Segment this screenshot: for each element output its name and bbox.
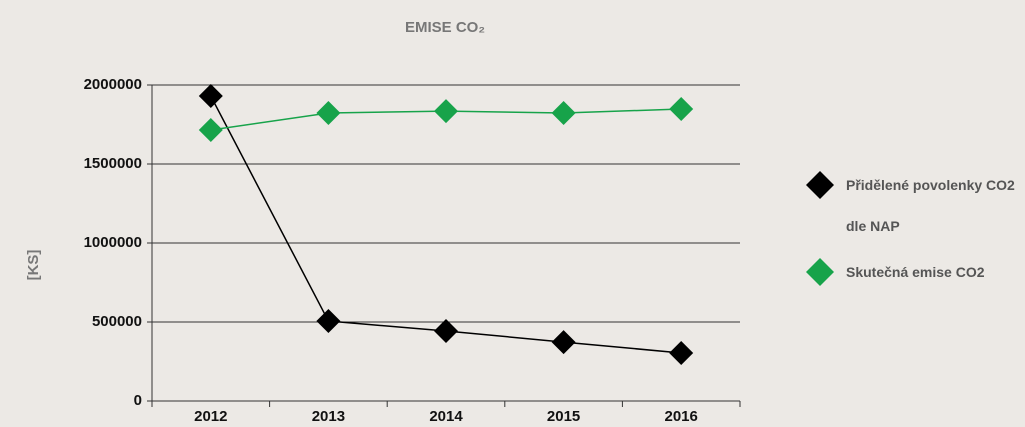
x-tick-label: 2013 xyxy=(312,408,345,425)
legend-label: Skutečná emise CO2 xyxy=(846,264,985,280)
marker xyxy=(551,330,576,355)
y-tick-label: 1000000 xyxy=(84,234,142,251)
x-tick-label: 2016 xyxy=(665,408,698,425)
series-line xyxy=(210,95,682,354)
marker xyxy=(669,340,694,365)
x-tick-label: 2012 xyxy=(194,408,227,425)
marker xyxy=(316,100,341,125)
marker xyxy=(434,99,458,124)
x-tick-label: 2015 xyxy=(547,408,580,425)
y-axis-label: [KS] xyxy=(25,250,42,281)
y-tick-label: 0 xyxy=(134,392,142,409)
y-tick-label: 500000 xyxy=(92,313,142,330)
y-tick-label: 1500000 xyxy=(84,155,142,172)
legend-marker xyxy=(806,258,834,286)
y-tick-label: 2000000 xyxy=(84,76,142,93)
legend-marker xyxy=(806,171,834,199)
chart-title: EMISE CO₂ xyxy=(405,19,485,36)
marker xyxy=(434,319,458,344)
marker xyxy=(669,97,694,122)
marker xyxy=(551,100,576,125)
x-tick-label: 2014 xyxy=(429,408,463,425)
marker xyxy=(316,309,341,334)
marker xyxy=(198,84,223,109)
marker xyxy=(198,118,223,143)
legend-label: Přidělené povolenky CO2 dle NAP xyxy=(846,177,1015,234)
